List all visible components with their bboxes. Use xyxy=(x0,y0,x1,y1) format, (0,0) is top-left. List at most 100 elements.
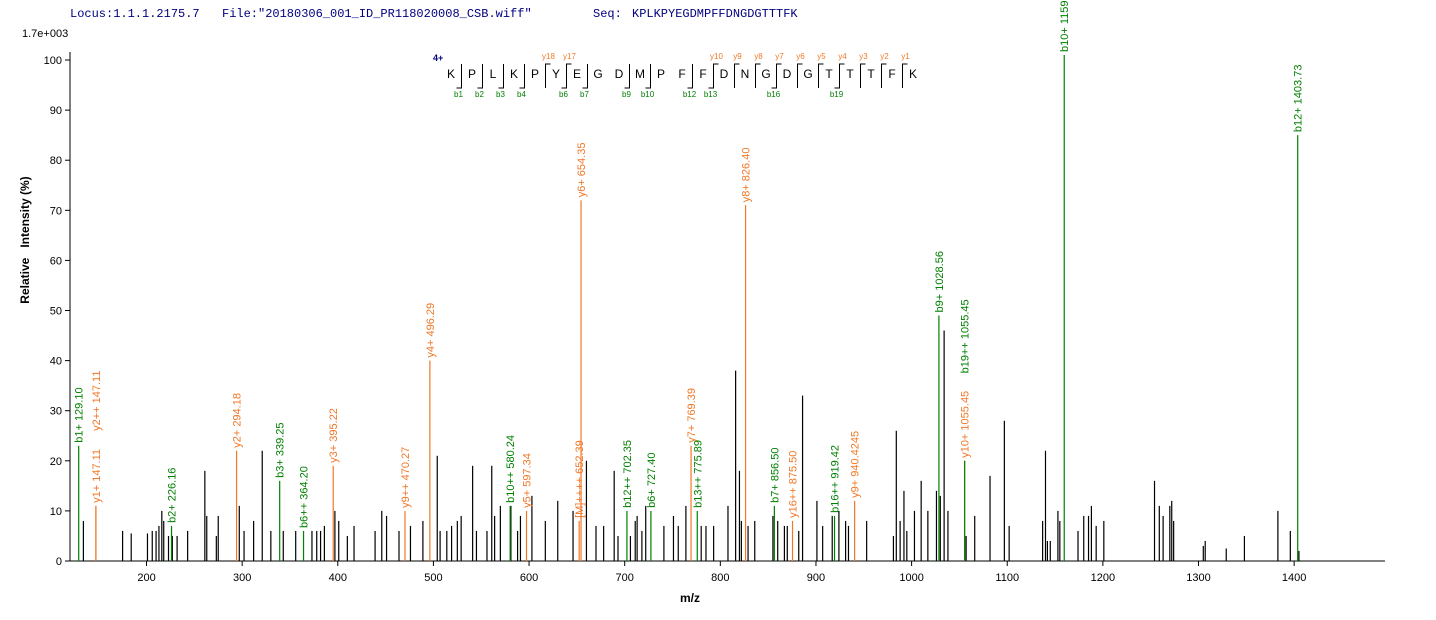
residue: G xyxy=(761,67,770,81)
y-tick-label: 0 xyxy=(56,556,62,568)
residue: P xyxy=(468,67,476,81)
peak-label: y5+ 597.34 xyxy=(522,453,534,508)
residue: D xyxy=(783,67,792,81)
y-ion-label: y1 xyxy=(901,52,910,61)
residue: M xyxy=(635,67,645,81)
residue: T xyxy=(846,67,854,81)
x-tick-label: 200 xyxy=(137,572,155,584)
residue: P xyxy=(657,67,665,81)
x-tick-label: 700 xyxy=(616,572,634,584)
y-axis-title: Relative Intensity (%) xyxy=(18,176,32,303)
y-tick-label: 20 xyxy=(50,456,62,468)
peak-label: y8+ 826.40 xyxy=(741,148,753,203)
x-tick-label: 800 xyxy=(711,572,729,584)
x-tick-label: 1400 xyxy=(1282,572,1306,584)
peak-label: b13++ 775.89 xyxy=(692,440,704,508)
x-tick-label: 1300 xyxy=(1186,572,1210,584)
x-tick-label: 400 xyxy=(329,572,347,584)
residue: P xyxy=(531,67,539,81)
peak-label: y10+ 1055.45 xyxy=(960,391,972,458)
b-marker xyxy=(561,64,567,89)
b-ion-label: b1 xyxy=(454,90,463,99)
b-ion-label: b10 xyxy=(641,90,655,99)
y-marker xyxy=(797,63,803,88)
peak-label: y9+ 940.4245 xyxy=(850,431,862,498)
y-marker xyxy=(713,63,719,88)
y-tick-label: 90 xyxy=(50,105,62,117)
y-marker xyxy=(776,63,782,88)
peak-label: b12++ 702.35 xyxy=(622,440,634,508)
residue: F xyxy=(699,67,706,81)
residue: D xyxy=(720,67,729,81)
b-marker xyxy=(498,64,504,89)
peak-label: y7+ 769.39 xyxy=(686,388,698,443)
residue: D xyxy=(615,67,624,81)
peak-label: y2++ 147.11 xyxy=(91,371,103,431)
peak-label: y6+ 654.35 xyxy=(576,143,588,198)
peak-label: b1+ 129.10 xyxy=(74,387,86,442)
peak-label: b2+ 226.16 xyxy=(167,468,179,523)
b-ion-label: b9 xyxy=(622,90,631,99)
y-tick-label: 60 xyxy=(50,255,62,267)
y-ion-label: y8 xyxy=(754,52,763,61)
b-ion-label: b16 xyxy=(767,90,781,99)
y-tick-label: 70 xyxy=(50,205,62,217)
residue: T xyxy=(867,67,875,81)
residue: F xyxy=(678,67,685,81)
peak-label: b6+ 727.40 xyxy=(646,453,658,508)
seq: KPLKPYEGDMPFFDNGDGTTTFK xyxy=(632,7,798,21)
peak-label: b19++ 1055.45 xyxy=(960,299,972,373)
y-marker xyxy=(545,63,551,88)
y-ion-label: y4 xyxy=(838,52,847,61)
x-tick-label: 1100 xyxy=(995,572,1019,584)
peak-label: y9++ 470.27 xyxy=(400,447,412,508)
b-marker xyxy=(582,64,588,89)
residue: G xyxy=(803,67,812,81)
peak-label: b10+ 1159.60 xyxy=(1059,0,1071,52)
b-marker xyxy=(477,64,483,89)
x-tick-label: 300 xyxy=(233,572,251,584)
peak-label: b16++ 919.42 xyxy=(830,445,842,513)
b-ion-label: b7 xyxy=(580,90,589,99)
b-marker xyxy=(771,64,777,89)
x-tick-label: 500 xyxy=(424,572,442,584)
peak-label: y16++ 875.50 xyxy=(788,451,800,518)
residue: N xyxy=(741,67,750,81)
residue: E xyxy=(573,67,581,81)
b-ion-label: b12 xyxy=(683,90,697,99)
y-ion-label: y10 xyxy=(710,52,723,61)
residue: L xyxy=(490,67,497,81)
b-ion-label: b3 xyxy=(496,90,505,99)
y-marker xyxy=(566,63,572,88)
y-marker xyxy=(860,63,866,88)
y-ion-label: y2 xyxy=(880,52,889,61)
y-tick-label: 50 xyxy=(50,306,62,318)
residue: G xyxy=(593,67,602,81)
y-tick-label: 10 xyxy=(50,506,62,518)
y-marker xyxy=(881,63,887,88)
b-marker xyxy=(708,64,714,89)
x-axis-title: m/z xyxy=(680,591,700,605)
y-marker xyxy=(839,63,845,88)
b-marker xyxy=(456,64,462,89)
y-tick-label: 100 xyxy=(44,55,62,67)
peak-label: [M]++++ 652.39 xyxy=(574,440,586,518)
residue: K xyxy=(447,67,455,81)
peak-label: y1+ 147.11 xyxy=(91,449,103,503)
peak-label: b6++ 364.20 xyxy=(299,466,311,528)
b-marker xyxy=(834,64,840,89)
peak-label: y3+ 395.22 xyxy=(328,408,340,463)
peak-label: b12+ 1403.73 xyxy=(1293,65,1305,133)
peak-label: b3+ 339.25 xyxy=(275,422,287,477)
locus: Locus:1.1.1.2175.7 xyxy=(70,7,200,21)
y-ion-label: y3 xyxy=(859,52,868,61)
scale-label: 1.7e+003 xyxy=(22,28,68,40)
file: File:"20180306_001_ID_PR118020008_CSB.wi… xyxy=(222,7,532,21)
b-marker xyxy=(519,64,525,89)
peak-label: b9+ 1028.56 xyxy=(934,251,946,312)
b-ion-label: b4 xyxy=(517,90,526,99)
residue: T xyxy=(825,67,833,81)
y-tick-label: 40 xyxy=(50,356,62,368)
y-marker xyxy=(902,63,908,88)
